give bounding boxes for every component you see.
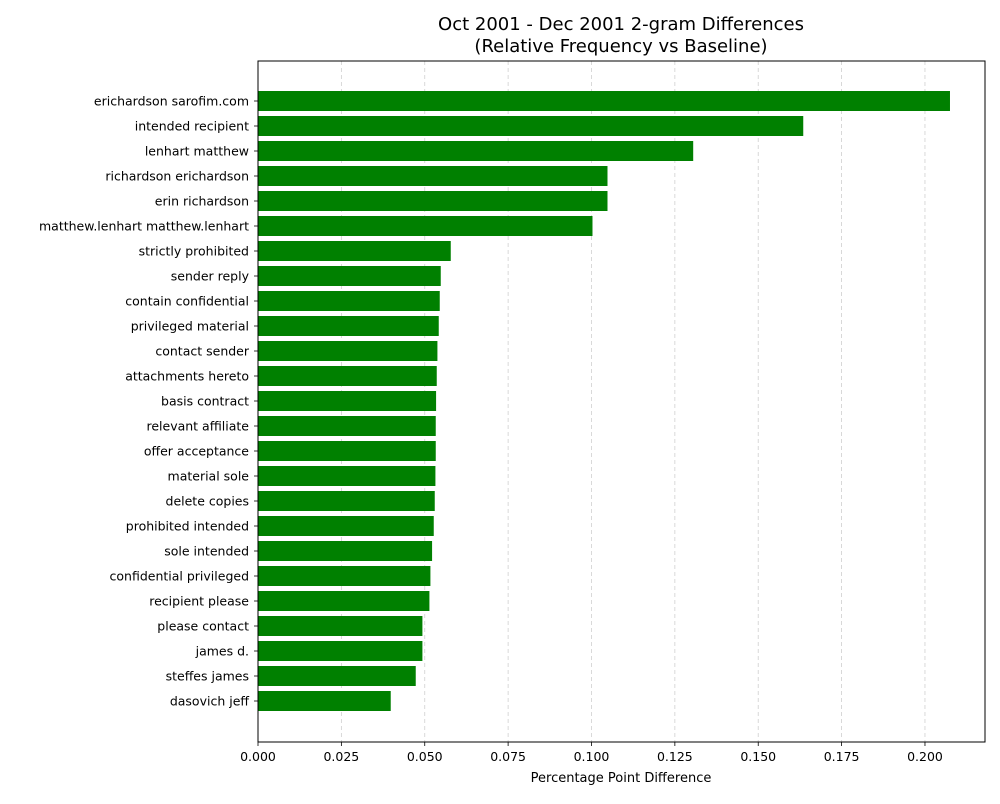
bar (258, 541, 433, 561)
x-tick-label: 0.100 (574, 749, 610, 764)
bar (258, 441, 436, 461)
y-tick-label: dasovich jeff (170, 694, 250, 709)
bar (258, 416, 436, 436)
bar (258, 366, 437, 386)
bar (258, 616, 423, 636)
y-tick-label: prohibited intended (126, 519, 249, 534)
y-tick-label: privileged material (131, 319, 249, 334)
bar (258, 691, 391, 711)
y-tick-label: delete copies (166, 494, 249, 509)
y-tick-label: erin richardson (155, 194, 249, 209)
bar (258, 591, 430, 611)
y-tick-label: contact sender (155, 344, 250, 359)
bar (258, 166, 608, 186)
x-axis-ticks: 0.000 0.025 0.050 0.075 0.100 0.125 0.150 0.175… (240, 742, 943, 764)
bar (258, 516, 434, 536)
chart-title: Oct 2001 - Dec 2001 2-gram Differences (438, 14, 804, 35)
y-axis-ticks: erichardson sarofim.com intended recipien… (39, 94, 258, 709)
bar (258, 91, 950, 111)
bar (258, 141, 694, 161)
y-tick-label: steffes james (166, 669, 249, 684)
bar (258, 341, 438, 361)
x-tick-label: 0.150 (740, 749, 776, 764)
y-tick-label: attachments hereto (125, 369, 249, 384)
bar (258, 391, 437, 411)
y-tick-label: relevant affiliate (146, 419, 249, 434)
bar (258, 666, 416, 686)
y-tick-label: strictly prohibited (139, 244, 249, 259)
x-tick-label: 0.050 (407, 749, 443, 764)
x-tick-label: 0.075 (490, 749, 526, 764)
bar (258, 266, 441, 286)
y-tick-label: please contact (157, 619, 249, 634)
bar (258, 316, 439, 336)
chart-subtitle: (Relative Frequency vs Baseline) (474, 36, 767, 57)
y-tick-label: material sole (168, 469, 250, 484)
x-tick-label: 0.000 (240, 749, 276, 764)
bar (258, 191, 608, 211)
bar (258, 466, 436, 486)
x-tick-label: 0.125 (657, 749, 693, 764)
y-tick-label: intended recipient (135, 119, 249, 134)
y-tick-label: sender reply (171, 269, 250, 284)
plot-frame (257, 60, 986, 743)
y-tick-label: james d. (195, 644, 249, 659)
bar (258, 491, 435, 511)
x-tick-label: 0.175 (824, 749, 860, 764)
y-tick-label: sole intended (164, 544, 249, 559)
x-axis-label: Percentage Point Difference (531, 771, 712, 786)
y-tick-label: lenhart matthew (145, 144, 249, 159)
bar (258, 216, 593, 236)
bar (258, 116, 804, 136)
y-tick-label: contain confidential (125, 294, 249, 309)
y-tick-label: confidential privileged (110, 569, 249, 584)
y-tick-label: basis contract (161, 394, 249, 409)
x-tick-label: 0.200 (907, 749, 943, 764)
bar (258, 241, 451, 261)
x-tick-label: 0.025 (323, 749, 359, 764)
y-tick-label: matthew.lenhart matthew.lenhart (39, 219, 249, 234)
y-tick-label: erichardson sarofim.com (94, 94, 249, 109)
bar (258, 641, 423, 661)
y-tick-label: offer acceptance (144, 444, 249, 459)
y-tick-label: recipient please (149, 594, 249, 609)
bars (258, 91, 950, 711)
y-tick-label: richardson erichardson (105, 169, 249, 184)
bar (258, 566, 431, 586)
bar (258, 291, 440, 311)
